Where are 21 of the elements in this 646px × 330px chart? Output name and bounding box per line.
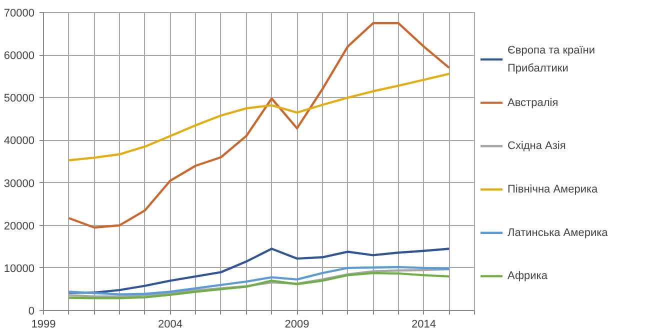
- y-tick-label: 70000: [4, 8, 35, 20]
- y-tick-label: 40000: [4, 135, 35, 148]
- line-series: [68, 72, 450, 162]
- x-tick-label: 2009: [284, 318, 310, 330]
- legend-label: Австралія: [508, 96, 558, 109]
- line-series: [68, 248, 450, 294]
- y-tick-label: 50000: [4, 92, 35, 105]
- legend-label: Східна Азія: [508, 140, 566, 152]
- x-tick-label: 1999: [31, 318, 56, 330]
- line-series: [68, 22, 450, 229]
- legend-label: Європа та країни Прибалтики: [508, 44, 596, 74]
- legend-label: Латинська Америка: [508, 226, 609, 239]
- x-tick-label: 2004: [158, 318, 183, 330]
- y-tick-label: 0: [28, 306, 35, 318]
- y-tick-label: 10000: [4, 262, 35, 275]
- y-tick-label: 60000: [4, 50, 35, 62]
- legend-label: Північна Америка: [508, 183, 599, 196]
- y-tick-label: 20000: [4, 220, 35, 232]
- legend-label: Африка: [508, 270, 548, 282]
- x-tick-label: 2014: [412, 318, 436, 330]
- y-tick-label: 30000: [4, 178, 35, 190]
